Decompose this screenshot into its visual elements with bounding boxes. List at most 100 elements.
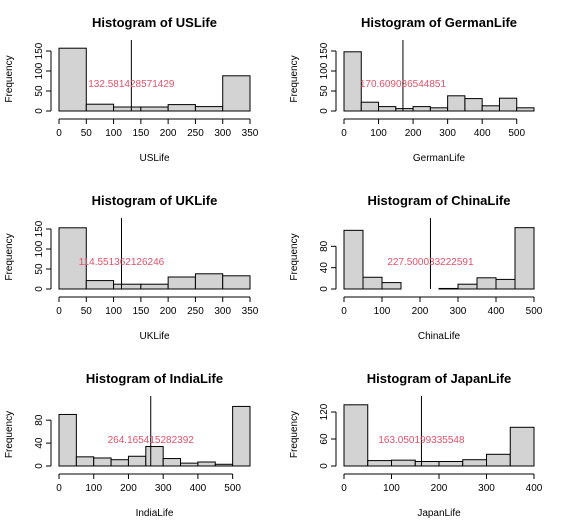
x-tick-label: 500	[224, 483, 241, 494]
histogram-bar	[214, 463, 234, 467]
x-axis-label: GermanLife	[413, 153, 466, 164]
x-axis-label: UKLife	[139, 331, 169, 342]
x-tick-label: 250	[187, 128, 204, 139]
x-axis-label: ChinaLife	[418, 331, 461, 342]
histogram-bar	[438, 461, 464, 467]
histogram-panel: Histogram of ChinaLife 0 100 200 300 400 500 0 4…	[289, 193, 543, 342]
histogram-bar	[58, 413, 77, 467]
x-tick-label: 0	[56, 306, 62, 317]
x-tick-label: 200	[412, 306, 429, 317]
y-tick-label: 120	[319, 403, 330, 420]
histogram-panel: Histogram of JapanLife 0 100 200 300 400 0 60 12…	[289, 371, 543, 519]
histogram-bar	[93, 457, 112, 467]
histogram-bar	[222, 75, 251, 112]
histogram-bar	[127, 455, 147, 467]
x-tick-label: 300	[214, 306, 231, 317]
chart-title: Histogram of USLife	[92, 15, 217, 30]
y-tick-label: 40	[34, 437, 45, 449]
histogram-bar	[145, 446, 164, 467]
histogram-bar	[58, 47, 87, 112]
histogram-bar	[464, 98, 483, 112]
chart-title: Histogram of GermanLife	[361, 15, 517, 30]
x-tick-label: 100	[374, 306, 391, 317]
histogram-bar	[447, 95, 466, 112]
x-tick-label: 300	[478, 483, 495, 494]
y-tick-label: 150	[34, 220, 45, 237]
x-axis-label: USLife	[139, 153, 169, 164]
histogram-bar	[360, 101, 380, 112]
x-tick-label: 400	[474, 128, 491, 139]
histogram-bar	[486, 453, 511, 467]
mean-label: 114.551362126246	[79, 257, 165, 268]
mean-label: 170.609036544851	[360, 79, 447, 90]
y-tick-label: 0	[34, 108, 45, 114]
histogram-panel: Histogram of USLife 0 50 100 150 200 250 300 350…	[4, 15, 259, 164]
y-tick-label: 150	[319, 42, 330, 59]
x-tick-label: 300	[155, 483, 172, 494]
histogram-bar	[167, 276, 196, 290]
histogram-bar	[378, 106, 397, 112]
y-tick-label: 50	[319, 85, 330, 97]
x-tick-label: 100	[105, 306, 122, 317]
y-tick-label: 0	[319, 286, 330, 292]
histogram-bar	[167, 104, 196, 112]
y-tick-label: 80	[319, 240, 330, 252]
x-tick-label: 150	[133, 306, 150, 317]
x-tick-label: 100	[85, 483, 102, 494]
x-tick-label: 400	[526, 483, 543, 494]
x-tick-label: 400	[190, 483, 207, 494]
histogram-bar	[343, 51, 362, 112]
histogram-bar	[514, 227, 535, 290]
histogram-bar	[498, 97, 518, 112]
x-tick-label: 200	[120, 483, 137, 494]
chart-title: Histogram of JapanLife	[367, 371, 511, 386]
x-tick-label: 400	[488, 306, 505, 317]
histogram-bar	[180, 462, 199, 467]
histogram-bar	[495, 278, 516, 290]
y-tick-label: 0	[34, 286, 45, 292]
y-tick-label: 50	[34, 263, 45, 275]
y-tick-label: 40	[319, 262, 330, 274]
histogram-bar	[509, 426, 535, 467]
y-tick-label: 0	[319, 463, 330, 469]
x-tick-label: 0	[56, 128, 62, 139]
x-tick-label: 200	[405, 128, 422, 139]
histogram-bar	[343, 229, 364, 290]
chart-title: Histogram of IndiaLife	[86, 371, 223, 386]
x-tick-label: 0	[341, 128, 347, 139]
x-axis-label: IndiaLife	[136, 508, 174, 519]
histogram-panel: Histogram of GermanLife 0 100 200 300 400 500 0…	[289, 15, 535, 164]
x-tick-label: 50	[81, 128, 93, 139]
histogram-bar	[113, 283, 142, 290]
histogram-bar	[110, 459, 129, 467]
y-tick-label: 100	[34, 240, 45, 257]
histogram-panel: Histogram of IndiaLife 0 100 200 300 400 500 0 4…	[4, 371, 251, 519]
x-tick-label: 500	[526, 306, 543, 317]
mean-label: 132.581428571429	[88, 79, 175, 90]
y-tick-label: 150	[34, 42, 45, 59]
x-tick-label: 250	[187, 306, 204, 317]
chart-title: Histogram of UKLife	[92, 193, 218, 208]
y-axis-label: Frequency	[289, 411, 300, 458]
histogram-bar	[481, 105, 500, 112]
histogram-bar	[414, 461, 440, 467]
mean-label: 163.050199335548	[378, 435, 465, 446]
y-axis-label: Frequency	[4, 55, 15, 102]
x-tick-label: 200	[160, 306, 177, 317]
x-axis-label: JapanLife	[417, 508, 461, 519]
x-tick-label: 0	[341, 306, 347, 317]
x-tick-label: 0	[56, 483, 62, 494]
histogram-bar	[197, 461, 216, 467]
histogram-bar	[194, 106, 224, 112]
histogram-bar	[140, 283, 169, 290]
x-tick-label: 300	[439, 128, 456, 139]
histogram-panel: Histogram of UKLife 0 50 100 150 200 250 300 350…	[4, 193, 259, 342]
x-tick-label: 200	[431, 483, 448, 494]
y-tick-label: 0	[34, 463, 45, 469]
x-tick-label: 100	[370, 128, 387, 139]
x-tick-label: 350	[242, 306, 259, 317]
x-tick-label: 300	[450, 306, 467, 317]
y-axis-label: Frequency	[4, 233, 15, 280]
histogram-bar	[429, 107, 449, 112]
